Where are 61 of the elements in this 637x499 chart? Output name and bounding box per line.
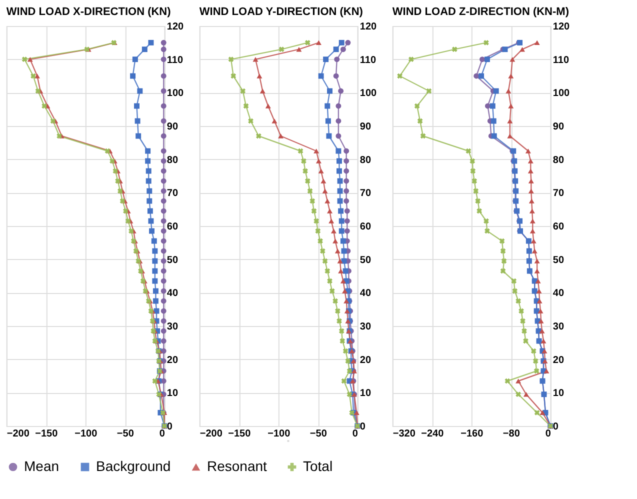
y-tick-label: 70 bbox=[360, 188, 372, 200]
x-tick-label: −200 bbox=[200, 428, 223, 440]
x-tick-label: −50 bbox=[310, 428, 328, 440]
legend-label: Mean bbox=[24, 458, 60, 474]
x-tick-label: −200 bbox=[6, 428, 30, 440]
chart-title: WIND LOAD Z-DIRECTION (KN-M) bbox=[392, 6, 570, 18]
y-tick-label: 50 bbox=[166, 254, 178, 266]
y-tick-label: 10 bbox=[552, 388, 564, 400]
y-tick-label: 30 bbox=[552, 322, 564, 332]
x-tick-label: −100 bbox=[268, 428, 291, 440]
y-tick-label: 90 bbox=[360, 122, 372, 132]
y-tick-label: 60 bbox=[166, 222, 178, 232]
y-tick-label: 100 bbox=[166, 88, 184, 100]
x-tick-label: −320 bbox=[392, 428, 416, 440]
y-tick-label: 10 bbox=[166, 388, 178, 400]
y-tick-label: 80 bbox=[166, 154, 178, 166]
x-tick-label: −150 bbox=[228, 428, 252, 440]
legend-label: Total bbox=[303, 458, 333, 474]
y-tick-label: 110 bbox=[166, 54, 184, 66]
y-tick-label: 100 bbox=[360, 88, 378, 100]
x-tick-label: 0 bbox=[545, 428, 552, 440]
y-tick-label: 70 bbox=[166, 188, 178, 200]
y-tick-label: 40 bbox=[166, 288, 178, 300]
y-tick-label: 70 bbox=[552, 188, 564, 200]
y-tick-label: 100 bbox=[552, 88, 570, 100]
x-tick-label: 0 bbox=[352, 428, 358, 440]
y-tick-label: 80 bbox=[360, 154, 372, 166]
legend-label: Background bbox=[96, 458, 171, 474]
y-tick-label: 120 bbox=[166, 22, 184, 32]
y-tick-label: 20 bbox=[360, 354, 372, 366]
y-tick-label: 60 bbox=[552, 222, 564, 232]
x-tick-label: −160 bbox=[460, 428, 484, 440]
y-tick-label: 90 bbox=[166, 122, 178, 132]
x-tick-label: −150 bbox=[35, 428, 58, 440]
y-tick-label: 10 bbox=[360, 388, 372, 400]
y-tick-label: 110 bbox=[360, 54, 376, 66]
x-tick-label: −80 bbox=[502, 428, 520, 440]
chart-title: WIND LOAD X-DIRECTION (KN) bbox=[6, 6, 172, 18]
y-tick-label: 60 bbox=[360, 222, 372, 232]
y-tick-label: 120 bbox=[360, 22, 378, 32]
y-tick-label: 0 bbox=[166, 422, 173, 432]
y-tick-label: 40 bbox=[360, 288, 372, 300]
x-tick-label: 0 bbox=[159, 428, 166, 440]
x-tick-label: −50 bbox=[116, 428, 134, 440]
y-tick-label: 90 bbox=[552, 122, 564, 132]
legend-label: Resonant bbox=[207, 458, 268, 474]
y-tick-label: 50 bbox=[360, 254, 372, 266]
y-tick-label: 20 bbox=[166, 354, 178, 366]
y-tick-label: 40 bbox=[552, 288, 564, 300]
y-tick-label: 20 bbox=[552, 354, 564, 366]
y-tick-label: 0 bbox=[552, 422, 559, 432]
y-tick-label: 120 bbox=[552, 22, 570, 32]
y-tick-label: 80 bbox=[552, 154, 564, 166]
y-tick-label: 110 bbox=[552, 54, 570, 66]
chart-title: WIND LOAD Y-DIRECTION (KN) bbox=[199, 6, 364, 18]
y-tick-label: 50 bbox=[552, 254, 564, 266]
y-tick-label: 0 bbox=[360, 422, 366, 432]
y-tick-label: 30 bbox=[360, 322, 372, 332]
y-tick-label: 30 bbox=[166, 322, 178, 332]
x-tick-label: −100 bbox=[74, 428, 98, 440]
x-tick-label: −240 bbox=[421, 428, 444, 440]
